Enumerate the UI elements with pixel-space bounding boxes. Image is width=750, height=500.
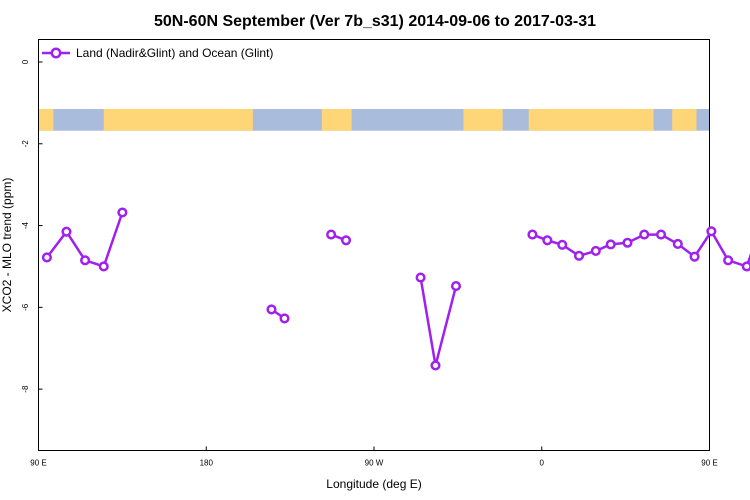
data-point: [266, 304, 277, 315]
chart-title: 50N-60N September (Ver 7b_s31) 2014-09-0…: [154, 13, 596, 30]
series-layer: [41, 207, 750, 371]
data-point: [557, 239, 568, 250]
data-point: [689, 251, 700, 262]
legend: Land (Nadir&Glint) and Ocean (Glint): [42, 46, 273, 60]
data-point: [639, 229, 650, 240]
data-point: [622, 237, 633, 248]
x-tick-label: 180: [200, 459, 214, 468]
y-tick-label: -4: [21, 221, 30, 229]
y-tick-label: 0: [21, 59, 30, 64]
world-map-band: [38, 109, 710, 131]
data-point: [61, 226, 72, 237]
data-point: [573, 250, 585, 261]
data-point: [98, 261, 109, 272]
data-point: [340, 235, 352, 246]
land-fill: [38, 109, 54, 131]
data-point: [542, 235, 553, 246]
data-point: [605, 239, 616, 250]
land-fill: [321, 109, 352, 131]
axis-ticks: 90 E 180 90 W 0 90 E 0 -2 -4 -6 -8: [21, 59, 718, 467]
land-fill: [528, 109, 654, 131]
data-point: [326, 229, 337, 240]
legend-label: Land (Nadir&Glint) and Ocean (Glint): [76, 46, 273, 60]
data-point: [430, 360, 441, 371]
x-axis-label: Longitude (deg E): [326, 477, 421, 491]
data-point: [41, 252, 52, 263]
data-point: [655, 229, 667, 240]
data-point: [672, 238, 683, 250]
data-point: [527, 229, 538, 240]
legend-marker: [50, 47, 62, 59]
y-axis-label: XCO2 - MLO trend (ppm): [0, 178, 14, 313]
data-point: [450, 281, 462, 292]
data-point: [80, 255, 91, 266]
data-point: [590, 245, 601, 256]
x-tick-label: 90 E: [701, 459, 717, 468]
land-fill: [463, 109, 503, 131]
y-tick-label: -2: [21, 140, 30, 148]
data-point: [279, 313, 290, 324]
data-point: [741, 261, 750, 272]
land-fill: [672, 109, 697, 131]
x-tick-label: 90 E: [30, 459, 46, 468]
series-line: [531, 230, 750, 268]
y-tick-label: -8: [21, 385, 30, 393]
data-point: [723, 255, 734, 266]
data-point: [117, 207, 128, 218]
x-tick-label: 90 W: [365, 459, 384, 468]
land-fill: [103, 109, 253, 131]
plot-frame: [38, 39, 710, 451]
series-line: [419, 277, 458, 367]
x-tick-label: 0: [540, 459, 545, 468]
y-tick-label: -6: [21, 303, 30, 311]
data-point: [415, 272, 426, 283]
data-point: [706, 226, 717, 237]
